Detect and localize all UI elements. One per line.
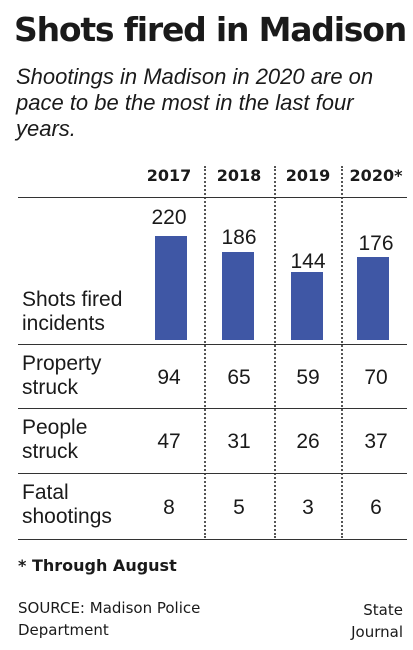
column-separator [341,166,343,538]
bar-2019 [291,271,323,340]
table-cell: 47 [157,430,181,453]
column-separator [204,166,206,538]
year-header-2017: 2017 [146,166,192,185]
chart-title: Shots fired in Madison [14,10,407,49]
row-separator [18,408,407,409]
header-rule [18,197,407,198]
table-cell: 37 [364,430,388,453]
footnote: * Through August [18,556,177,575]
year-header-2020: 2020* [349,166,403,185]
row-label-shots-fired: Shots fired incidents [22,288,123,335]
row-label-fatal-shootings: Fatal shootings [22,481,112,528]
table-cell: 8 [163,496,175,519]
year-header-2019: 2019 [285,166,331,185]
bar-value-label: 186 [221,226,257,249]
table-cell: 26 [296,430,320,453]
chart-subtitle: Shootings in Madison in 2020 are on pace… [16,64,374,141]
bar-2018 [222,252,254,340]
row-label-people-struck: People struck [22,416,88,463]
table-cell: 59 [296,366,320,389]
table-cell: 94 [157,366,181,389]
source-credit: SOURCE: Madison Police Department [18,599,201,639]
bar-value-label: 144 [290,250,326,273]
bar-2017 [155,236,187,340]
table-bottom-rule [18,539,407,540]
row-separator [18,473,407,474]
year-header-2018: 2018 [216,166,262,185]
publisher-credit: State Journal [351,601,403,641]
bar-2020 [357,256,389,340]
table-cell: 31 [227,430,251,453]
table-cell: 6 [370,496,382,519]
table-cell: 70 [364,366,388,389]
table-cell: 3 [302,496,314,519]
bar-value-label: 176 [358,232,394,255]
bar-value-label: 220 [151,206,187,229]
table-cell: 65 [227,366,251,389]
row-label-property-struck: Property struck [22,352,102,399]
row-separator [18,344,407,345]
table-cell: 5 [233,496,245,519]
column-separator [274,166,276,538]
